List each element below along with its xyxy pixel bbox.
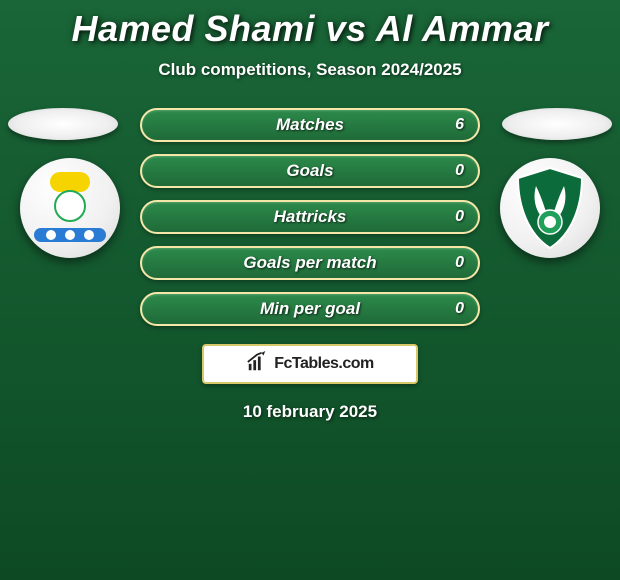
stat-bars: Matches 6 Goals 0 Hattricks 0 Goals per … [140, 108, 480, 326]
stat-row-min-per-goal: Min per goal 0 [140, 292, 480, 326]
date: 10 february 2025 [0, 402, 620, 422]
player-platform-left [8, 108, 118, 140]
stat-value-right: 0 [455, 300, 464, 318]
stat-row-goals: Goals 0 [140, 154, 480, 188]
stat-label: Hattricks [274, 207, 347, 227]
stat-label: Goals [286, 161, 333, 181]
stat-label: Min per goal [260, 299, 360, 319]
stat-row-goals-per-match: Goals per match 0 [140, 246, 480, 280]
stat-value-right: 0 [455, 162, 464, 180]
brand-label: FcTables.com [274, 355, 374, 373]
page-title: Hamed Shami vs Al Ammar [0, 0, 620, 50]
subtitle: Club competitions, Season 2024/2025 [0, 60, 620, 80]
stat-value-right: 0 [455, 254, 464, 272]
stat-row-hattricks: Hattricks 0 [140, 200, 480, 234]
club-badge-right-icon [512, 166, 588, 250]
comparison-panel: Matches 6 Goals 0 Hattricks 0 Goals per … [0, 108, 620, 422]
player-platform-right [502, 108, 612, 140]
chart-icon [246, 351, 268, 378]
club-badge-left [20, 158, 120, 258]
club-badge-left-icon [30, 168, 110, 248]
stat-value-right: 6 [455, 116, 464, 134]
stat-label: Goals per match [243, 253, 376, 273]
stat-value-right: 0 [455, 208, 464, 226]
club-badge-right [500, 158, 600, 258]
brand-box[interactable]: FcTables.com [202, 344, 418, 384]
stat-row-matches: Matches 6 [140, 108, 480, 142]
stat-label: Matches [276, 115, 344, 135]
